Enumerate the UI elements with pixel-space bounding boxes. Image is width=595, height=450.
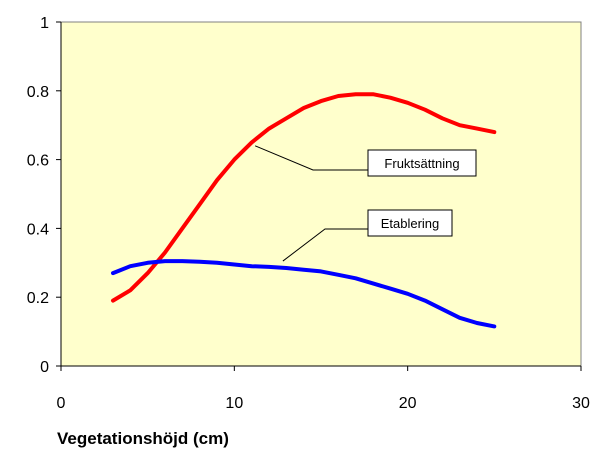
x-tick-label: 10	[225, 395, 243, 412]
callout-box	[367, 209, 453, 237]
y-tick-label: 0.2	[27, 290, 49, 307]
callout-leader-line	[282, 228, 368, 262]
series-layer	[111, 92, 497, 329]
series-line-fruktsättning	[111, 92, 497, 303]
y-tick-label: 0.4	[27, 221, 49, 238]
series-line-etablering	[111, 259, 497, 329]
plot-area	[60, 21, 582, 367]
callout-label: Fruktsättning	[384, 156, 459, 171]
x-tick-label: 20	[399, 395, 417, 412]
x-tick-label: 30	[572, 395, 590, 412]
y-tick-label: 1	[40, 15, 49, 32]
y-ticks: 0 0.2 0.4 0.6 0.8 1	[27, 15, 61, 376]
callout-label: Etablering	[381, 216, 440, 231]
x-ticks: 0 10 20 30	[57, 366, 590, 412]
x-tick-label: 0	[57, 395, 66, 412]
y-tick-label: 0	[40, 359, 49, 376]
x-axis-title: Vegetationshöjd (cm)	[57, 429, 229, 448]
callout-leader-line	[254, 145, 368, 171]
y-tick-label: 0.8	[27, 84, 49, 101]
callout-box	[367, 149, 477, 177]
callouts: Fruktsättning Etablering	[254, 145, 477, 262]
y-tick-label: 0.6	[27, 153, 49, 170]
